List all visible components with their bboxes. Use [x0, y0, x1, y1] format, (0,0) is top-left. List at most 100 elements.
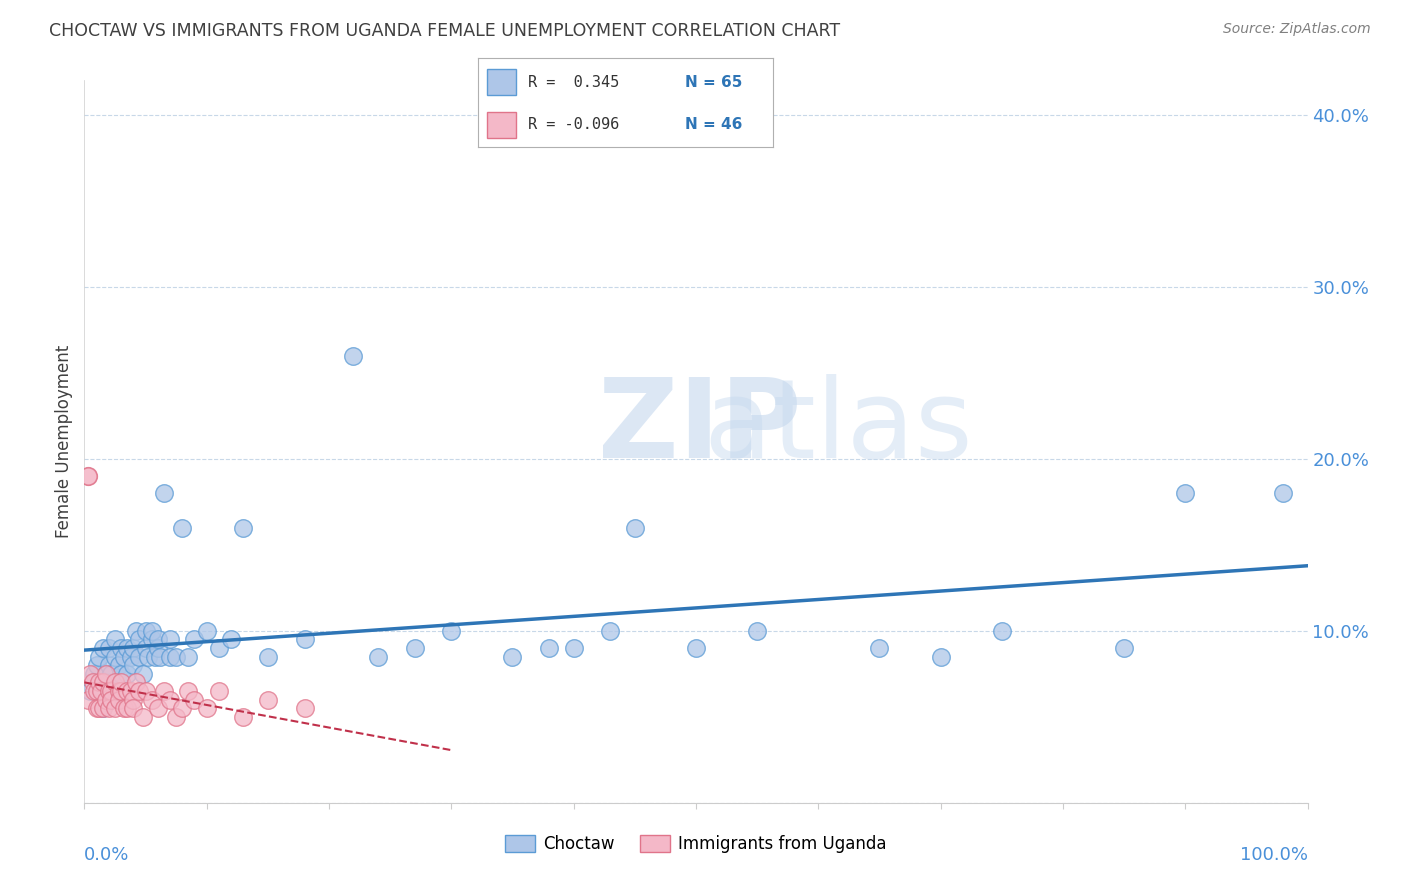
Point: [107, 658, 129, 673]
Point: [86, 684, 108, 698]
FancyBboxPatch shape: [486, 69, 516, 95]
Point: [100, 692, 122, 706]
Point: [120, 649, 142, 664]
Point: [562, 640, 585, 655]
Point: [128, 649, 150, 664]
Point: [624, 520, 647, 534]
Text: N = 46: N = 46: [685, 118, 742, 132]
Point: [96, 692, 118, 706]
Point: [110, 684, 132, 698]
Point: [208, 640, 231, 655]
Point: [91, 701, 114, 715]
Point: [159, 692, 181, 706]
Point: [97, 658, 120, 673]
Point: [104, 632, 127, 647]
Point: [929, 649, 952, 664]
Point: [122, 640, 145, 655]
Point: [110, 675, 132, 690]
Point: [172, 520, 194, 534]
Text: N = 65: N = 65: [685, 75, 742, 89]
Point: [146, 632, 169, 647]
Point: [107, 684, 129, 698]
Point: [120, 684, 142, 698]
Point: [257, 692, 280, 706]
Point: [128, 632, 150, 647]
Point: [143, 649, 166, 664]
Point: [869, 640, 891, 655]
Point: [502, 649, 524, 664]
Point: [115, 701, 138, 715]
Point: [135, 684, 157, 698]
Point: [79, 666, 101, 681]
Point: [100, 684, 122, 698]
Point: [91, 675, 114, 690]
Point: [104, 649, 127, 664]
Legend: Choctaw, Immigrants from Uganda: Choctaw, Immigrants from Uganda: [499, 828, 893, 860]
Point: [342, 349, 364, 363]
Point: [141, 624, 163, 638]
Point: [153, 684, 176, 698]
Point: [104, 701, 127, 715]
Point: [257, 649, 280, 664]
Point: [90, 684, 112, 698]
Point: [110, 666, 132, 681]
Point: [165, 649, 187, 664]
Point: [83, 684, 105, 698]
Point: [91, 701, 114, 715]
Point: [195, 624, 218, 638]
Text: 100.0%: 100.0%: [1240, 847, 1308, 864]
Point: [112, 701, 135, 715]
Point: [107, 692, 129, 706]
Point: [177, 684, 200, 698]
Point: [136, 649, 159, 664]
Point: [232, 520, 254, 534]
Point: [132, 710, 155, 724]
Point: [115, 666, 138, 681]
Point: [219, 632, 242, 647]
Point: [97, 684, 120, 698]
Text: R = -0.096: R = -0.096: [529, 118, 620, 132]
Point: [125, 675, 148, 690]
Point: [685, 640, 707, 655]
Point: [1114, 640, 1136, 655]
Point: [294, 632, 316, 647]
Point: [135, 640, 157, 655]
Point: [91, 640, 114, 655]
Point: [991, 624, 1014, 638]
Point: [146, 701, 169, 715]
FancyBboxPatch shape: [486, 112, 516, 138]
Text: atlas: atlas: [598, 374, 973, 481]
Point: [183, 632, 205, 647]
Point: [599, 624, 621, 638]
Point: [195, 701, 218, 715]
Text: R =  0.345: R = 0.345: [529, 75, 620, 89]
Point: [83, 666, 105, 681]
Point: [141, 632, 163, 647]
Point: [159, 632, 181, 647]
Point: [132, 666, 155, 681]
Text: 0.0%: 0.0%: [84, 847, 129, 864]
Point: [165, 710, 187, 724]
Point: [172, 701, 194, 715]
Point: [159, 649, 181, 664]
Point: [440, 624, 463, 638]
Point: [110, 640, 132, 655]
Point: [177, 649, 200, 664]
Point: [115, 640, 138, 655]
Point: [404, 640, 426, 655]
Point: [82, 675, 104, 690]
Text: CHOCTAW VS IMMIGRANTS FROM UGANDA FEMALE UNEMPLOYMENT CORRELATION CHART: CHOCTAW VS IMMIGRANTS FROM UGANDA FEMALE…: [49, 22, 841, 40]
Point: [122, 692, 145, 706]
Point: [125, 624, 148, 638]
Point: [122, 658, 145, 673]
Point: [86, 684, 108, 698]
Point: [135, 624, 157, 638]
Point: [149, 649, 172, 664]
Point: [87, 701, 110, 715]
Text: Source: ZipAtlas.com: Source: ZipAtlas.com: [1223, 22, 1371, 37]
Point: [367, 649, 389, 664]
Point: [232, 710, 254, 724]
Point: [112, 649, 135, 664]
Point: [100, 666, 122, 681]
Point: [77, 469, 100, 483]
